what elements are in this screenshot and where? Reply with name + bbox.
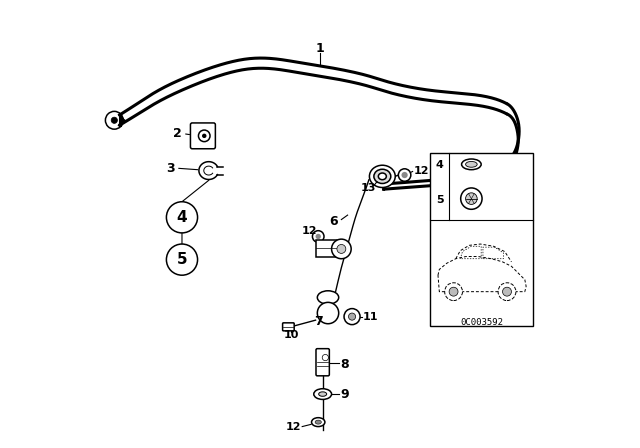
Bar	[316, 241, 337, 258]
Ellipse shape	[369, 165, 396, 188]
Ellipse shape	[312, 418, 325, 426]
Text: 10: 10	[284, 330, 299, 340]
Text: 12: 12	[413, 167, 429, 177]
Text: 1: 1	[316, 42, 324, 55]
Circle shape	[202, 134, 207, 138]
Text: 5: 5	[436, 194, 444, 205]
Text: 13: 13	[360, 183, 376, 194]
FancyBboxPatch shape	[316, 349, 330, 376]
Text: 11: 11	[363, 313, 378, 323]
Text: 12: 12	[286, 422, 301, 432]
FancyBboxPatch shape	[283, 323, 294, 331]
Circle shape	[166, 202, 198, 233]
Text: 6: 6	[329, 215, 338, 228]
Circle shape	[166, 244, 198, 275]
Ellipse shape	[319, 392, 326, 396]
Ellipse shape	[378, 173, 387, 180]
Text: 4: 4	[177, 210, 188, 225]
Circle shape	[401, 172, 408, 178]
Text: 9: 9	[340, 388, 349, 401]
Text: 7: 7	[314, 314, 323, 327]
Circle shape	[461, 188, 482, 209]
Ellipse shape	[317, 302, 339, 324]
Text: 0C003592: 0C003592	[460, 319, 503, 327]
Circle shape	[465, 193, 477, 204]
Circle shape	[398, 169, 411, 181]
Circle shape	[337, 245, 346, 254]
Circle shape	[498, 283, 516, 301]
Ellipse shape	[461, 159, 481, 170]
Circle shape	[349, 313, 356, 320]
Text: 3: 3	[166, 162, 175, 175]
Circle shape	[111, 117, 117, 123]
Bar	[431, 153, 533, 327]
Ellipse shape	[315, 420, 321, 424]
Circle shape	[344, 309, 360, 325]
Circle shape	[445, 283, 463, 301]
Ellipse shape	[314, 389, 332, 400]
Text: 8: 8	[340, 358, 349, 371]
Circle shape	[502, 287, 511, 296]
Text: 5: 5	[177, 252, 188, 267]
Ellipse shape	[465, 161, 477, 167]
Text: 4: 4	[436, 160, 444, 170]
Ellipse shape	[317, 291, 339, 304]
Circle shape	[332, 239, 351, 259]
Circle shape	[312, 231, 324, 242]
Text: 2: 2	[173, 127, 182, 140]
Text: 12: 12	[301, 226, 317, 236]
Circle shape	[449, 287, 458, 296]
Circle shape	[316, 234, 321, 239]
Ellipse shape	[374, 169, 391, 184]
FancyBboxPatch shape	[191, 123, 216, 149]
